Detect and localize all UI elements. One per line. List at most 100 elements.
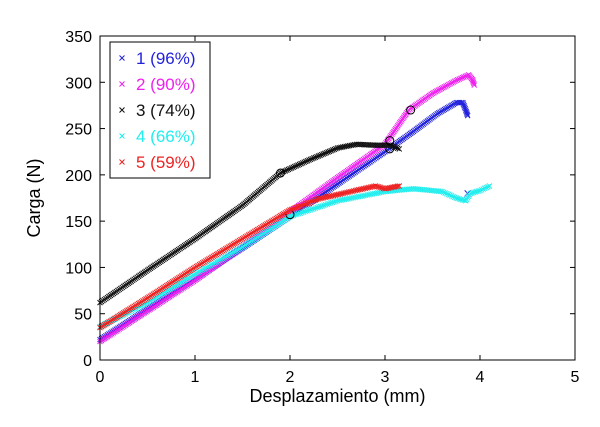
data-point: [393, 144, 399, 151]
data-point: [312, 197, 319, 204]
data-point: [461, 102, 467, 109]
legend-label: 3 (74%): [136, 101, 196, 120]
data-point: [329, 199, 336, 206]
y-tick-label: 150: [65, 214, 92, 231]
y-tick-label: 300: [65, 75, 92, 92]
plot-area: [97, 72, 493, 345]
data-point: [280, 168, 287, 175]
legend-item-1: 1 (96%): [119, 49, 196, 68]
data-point: [309, 155, 316, 162]
data-point: [310, 155, 317, 161]
data-point: [290, 164, 297, 171]
data-point: [461, 104, 468, 110]
data-point: [330, 192, 337, 199]
data-point: [320, 194, 327, 201]
data-point: [305, 207, 312, 214]
data-point: [285, 166, 292, 173]
data-point: [437, 188, 444, 195]
data-point: [396, 146, 403, 152]
data-point: [315, 153, 322, 159]
data-point: [386, 142, 393, 149]
data-point: [304, 208, 310, 214]
data-point: [377, 184, 384, 191]
data-point: [297, 210, 304, 216]
legend-item-5: 5 (59%): [119, 153, 196, 172]
data-point: [344, 189, 350, 196]
data-point: [456, 76, 463, 82]
data-point: [331, 199, 337, 205]
data-point: [297, 203, 303, 209]
data-point: [310, 198, 317, 204]
data-point: [447, 192, 453, 198]
data-point: [318, 195, 325, 202]
data-point: [317, 203, 324, 210]
data-point: [314, 204, 320, 211]
data-point: [396, 183, 403, 189]
data-point: [310, 205, 317, 212]
data-point: [307, 156, 314, 163]
data-point: [481, 185, 488, 192]
data-point: [303, 200, 310, 207]
series-3: [97, 136, 403, 306]
data-point: [486, 183, 493, 189]
data-point: [480, 186, 487, 192]
data-point: [324, 194, 330, 200]
data-point: [312, 205, 319, 211]
data-point: [300, 201, 307, 208]
x-tick-label: 4: [476, 369, 485, 386]
y-tick-label: 0: [83, 353, 92, 370]
axes-frame: [99, 35, 576, 361]
legend-label: 4 (66%): [136, 127, 196, 146]
data-point: [300, 209, 307, 215]
legend-marker: [119, 81, 125, 87]
data-point: [332, 198, 339, 205]
legend-marker: [119, 107, 125, 113]
data-point: [456, 196, 463, 202]
data-point: [454, 76, 461, 83]
data-point: [460, 101, 467, 107]
data-point: [308, 198, 315, 205]
data-point: [459, 74, 466, 81]
data-point: [369, 183, 376, 190]
legend-item-2: 2 (90%): [119, 75, 196, 94]
data-point: [451, 194, 458, 201]
data-point: [309, 206, 315, 213]
data-point: [290, 205, 297, 212]
data-point: [290, 212, 297, 219]
data-point: [464, 111, 471, 118]
data-point: [470, 189, 477, 196]
data-point: [295, 203, 302, 210]
data-point: [337, 191, 344, 197]
data-point: [301, 159, 308, 166]
data-point: [293, 162, 300, 169]
data-point: [335, 191, 342, 198]
data-point: [299, 160, 306, 166]
data-point: [467, 190, 474, 197]
data-point: [445, 191, 452, 198]
data-point: [288, 206, 295, 213]
data-point: [306, 157, 312, 163]
data-point: [315, 204, 322, 210]
data-point: [483, 184, 490, 191]
data-point: [314, 153, 320, 160]
legend-marker: [119, 159, 125, 165]
x-axis-title: Desplazamiento (mm): [249, 386, 425, 406]
data-point: [296, 161, 303, 168]
data-point: [326, 148, 333, 155]
data-point: [299, 209, 305, 216]
x-tick-label: 3: [381, 369, 390, 386]
data-point: [485, 183, 491, 190]
data-point: [352, 187, 359, 194]
data-point: [453, 77, 460, 84]
data-point: [473, 188, 480, 195]
x-tick-label: 2: [286, 369, 295, 386]
data-point: [357, 186, 364, 193]
data-point: [460, 99, 466, 106]
data-point: [453, 195, 460, 201]
data-point: [315, 196, 322, 202]
data-point: [295, 210, 302, 217]
marker-circle: [406, 105, 416, 115]
y-tick-label: 200: [65, 168, 92, 185]
legend: 1 (96%) 2 (90%) 3 (74%) 4 (66%) 5 (59%): [109, 41, 211, 179]
x-tick-label: 0: [96, 369, 105, 386]
